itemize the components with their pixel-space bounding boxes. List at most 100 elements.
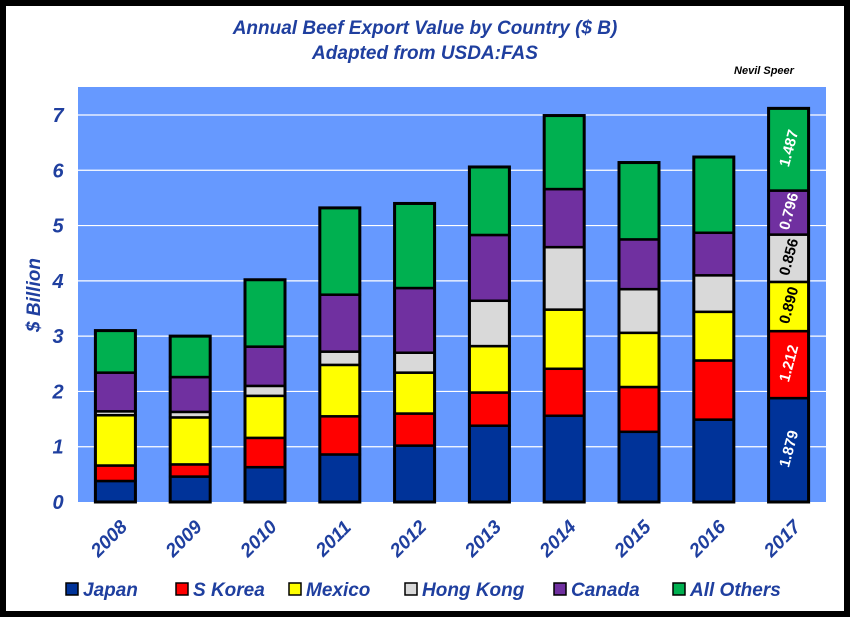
bar-segment-hong-kong	[692, 274, 736, 314]
bar-segment-all-others	[94, 329, 137, 374]
bar-segment-s-korea	[542, 367, 586, 418]
legend-swatch	[553, 582, 567, 596]
bar-segment-japan	[168, 475, 212, 504]
x-tick-label: 2009	[161, 516, 207, 562]
bar-segment-japan	[393, 444, 436, 504]
y-tick-label: 7	[52, 105, 64, 127]
bar-segment-canada	[692, 231, 736, 277]
bar-segment-japan	[94, 479, 137, 504]
bar-segment-hong-kong	[243, 384, 287, 398]
legend-label: Hong Kong	[422, 580, 525, 601]
y-tick-label: 2	[51, 381, 63, 403]
bar-segment-canada	[243, 345, 287, 388]
bar-segment-hong-kong	[767, 233, 810, 284]
bar-segment-hong-kong	[468, 299, 511, 348]
bar-segment-canada	[318, 293, 362, 353]
bar-segment-mexico	[468, 344, 511, 394]
bar-segment-mexico	[542, 308, 586, 371]
bar-outline	[542, 114, 586, 504]
bar-segment-mexico	[94, 413, 137, 467]
bar-segment-all-others	[617, 161, 661, 241]
bar-segment-hong-kong	[318, 350, 362, 367]
y-tick-label: 5	[52, 216, 64, 238]
bar-segment-hong-kong	[542, 245, 586, 311]
bars	[93, 106, 811, 504]
legend-label: S Korea	[193, 580, 265, 601]
bar-segment-japan	[692, 418, 736, 504]
bar-segment-all-others	[542, 114, 586, 191]
x-tick-label: 2011	[311, 517, 355, 561]
bar-segment-japan	[318, 453, 362, 504]
x-tick-label: 2016	[685, 516, 731, 562]
bar-outline	[692, 155, 736, 504]
x-tick-label: 2017	[760, 516, 806, 562]
legend-swatch	[175, 582, 189, 596]
bar-segment-s-korea	[393, 412, 436, 447]
x-tick-label: 2015	[610, 516, 656, 562]
legend: Japan S Korea Mexico Hong Kong Canada All Oth…	[65, 580, 781, 601]
y-axis-ticks: 0 1 2 3 4 5 6 7	[51, 105, 64, 514]
bar-segment-s-korea	[318, 415, 362, 456]
x-tick-label: 2014	[535, 516, 581, 562]
y-tick-label: 1	[52, 437, 63, 459]
bar-segment-s-korea	[692, 359, 736, 421]
legend-label: All Others	[689, 580, 781, 601]
bar-segment-canada	[767, 189, 810, 236]
bar-outline	[168, 334, 212, 504]
chart-subtitle: Adapted from USDA:FAS	[311, 43, 538, 64]
bar-segment-japan	[468, 424, 511, 504]
bar-segment-all-others	[393, 202, 436, 290]
bar-segment-mexico	[393, 371, 436, 415]
bar-outline	[393, 201, 437, 504]
bar-outline	[93, 329, 137, 504]
bar-segment-canada	[393, 286, 436, 354]
bar-segment-mexico	[767, 280, 810, 333]
bar-segment-canada	[468, 233, 511, 303]
bar-segment-mexico	[168, 416, 212, 466]
bar-segment-hong-kong	[393, 351, 436, 374]
bar-segment-mexico	[692, 310, 736, 362]
legend-swatch	[65, 582, 79, 596]
bar-segment-hong-kong	[617, 287, 661, 335]
legend-swatch	[404, 582, 418, 596]
bar-segment-mexico	[617, 331, 661, 389]
bar-segment-all-others	[168, 334, 212, 379]
x-axis-ticks: 2008 2009 2010 2011 2012 2013 2014 2015 2016 2017	[86, 516, 806, 562]
legend-label: Mexico	[306, 580, 370, 601]
bar-segment-mexico	[243, 394, 287, 440]
bar-segment-japan	[542, 414, 586, 504]
chart-title: Annual Beef Export Value by Country ($ B…	[232, 18, 618, 39]
bar-segment-japan	[243, 465, 287, 504]
bar-segment-all-others	[468, 165, 511, 237]
legend-label: Canada	[571, 580, 640, 601]
y-tick-label: 6	[52, 160, 64, 182]
bar-segment-s-korea	[168, 463, 212, 478]
x-tick-label: 2010	[236, 516, 282, 562]
bar-segment-s-korea	[243, 436, 287, 469]
bar-segment-s-korea	[94, 464, 137, 483]
legend-label: Japan	[83, 580, 138, 601]
y-tick-label: 3	[52, 326, 63, 348]
bar-segment-japan	[617, 430, 661, 504]
bar-segment-s-korea	[617, 385, 661, 434]
y-tick-label: 0	[52, 492, 63, 514]
x-tick-label: 2012	[386, 516, 432, 562]
bar-segment-canada	[168, 375, 212, 414]
bar-segment-all-others	[318, 206, 362, 296]
bar-segment-canada	[94, 371, 137, 413]
bar-outline	[767, 106, 811, 504]
bar-segment-all-others	[692, 155, 736, 235]
y-axis-label: $ Billion	[24, 258, 45, 333]
legend-swatch	[288, 582, 302, 596]
x-tick-label: 2013	[460, 516, 506, 562]
legend-swatch	[672, 582, 686, 596]
bar-outline	[318, 206, 362, 504]
chart-author: Nevil Speer	[734, 65, 795, 77]
bar-segment-all-others	[243, 278, 287, 348]
bar-outline	[467, 165, 511, 504]
bar-segment-canada	[617, 238, 661, 291]
bar-segment-s-korea	[468, 391, 511, 427]
x-tick-label: 2008	[86, 516, 132, 562]
